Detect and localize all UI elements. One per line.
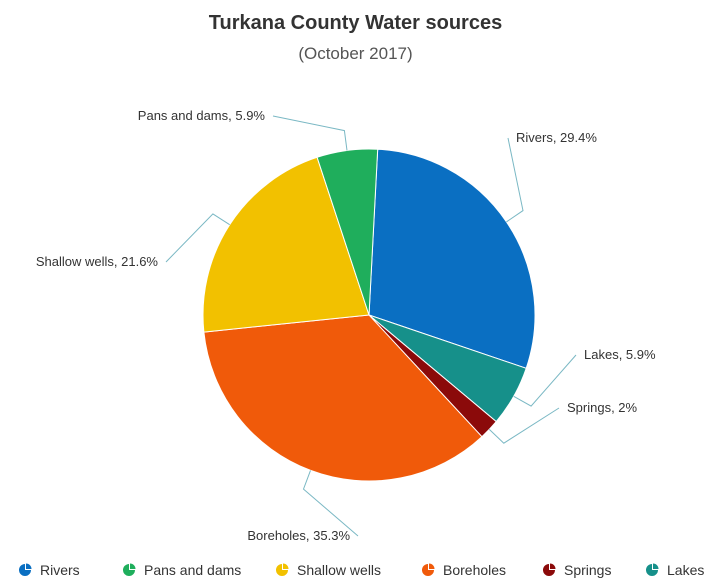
connector-lakes — [513, 354, 577, 407]
data-label-shallow-wells: Shallow wells, 21.6% — [36, 254, 159, 269]
legend-label: Pans and dams — [144, 562, 242, 578]
legend-label: Rivers — [40, 562, 80, 578]
legend-item-shallow-wells[interactable]: Shallow wells — [275, 562, 381, 578]
connector-shallow-wells — [165, 213, 230, 263]
pie-legend-icon — [646, 563, 659, 576]
legend-label: Boreholes — [443, 562, 507, 578]
connector-springs — [488, 407, 560, 444]
pie-legend-icon — [422, 563, 435, 576]
pie-slice-boreholes[interactable] — [203, 314, 483, 482]
pie-legend-icon — [543, 563, 556, 576]
chart-subtitle: (October 2017) — [298, 44, 413, 63]
legend-item-springs[interactable]: Springs — [542, 562, 611, 578]
pie-slice-rivers[interactable] — [368, 148, 536, 369]
pie-legend-icon — [123, 563, 136, 576]
legend-item-boreholes[interactable]: Boreholes — [421, 562, 506, 578]
legend-label: Shallow wells — [297, 562, 382, 578]
data-label-springs: Springs, 2% — [567, 400, 638, 415]
legend-label: Lakes — [667, 562, 705, 578]
connector-pans-and-dams — [272, 115, 348, 151]
data-label-lakes: Lakes, 5.9% — [584, 347, 656, 362]
pie-slice-shallow-wells[interactable] — [202, 156, 370, 333]
pie-legend-icon — [276, 563, 289, 576]
data-label-boreholes: Boreholes, 35.3% — [247, 528, 350, 543]
legend-item-rivers[interactable]: Rivers — [18, 562, 80, 578]
data-label-pans-and-dams: Pans and dams, 5.9% — [138, 108, 266, 123]
pie-legend-icon — [19, 563, 32, 576]
connector-boreholes — [302, 470, 359, 537]
legend-item-pans-and-dams[interactable]: Pans and dams — [122, 562, 241, 578]
connector-rivers — [506, 137, 524, 223]
data-label-rivers: Rivers, 29.4% — [516, 130, 597, 145]
legend-label: Springs — [564, 562, 612, 578]
legend-item-lakes[interactable]: Lakes — [645, 562, 704, 578]
chart-title: Turkana County Water sources — [208, 12, 503, 34]
legend: Rivers Pans and dams Shallow wells Borehole… — [0, 562, 711, 581]
